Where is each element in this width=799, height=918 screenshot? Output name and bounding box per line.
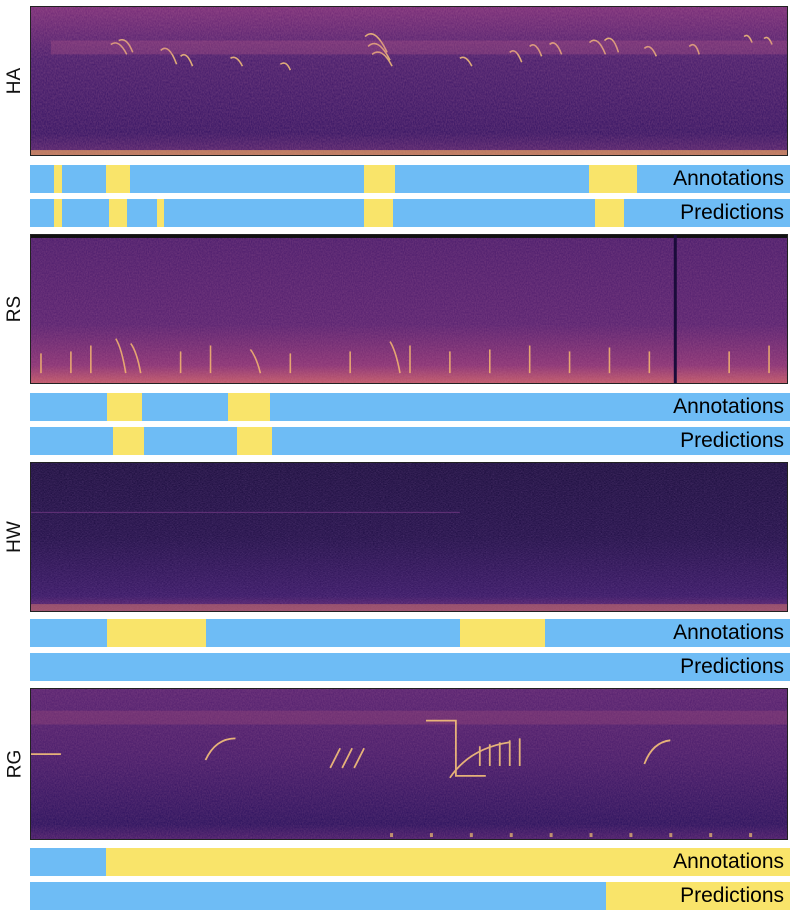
- annotations-bar: Annotations: [30, 619, 790, 647]
- event-segment: [460, 619, 546, 647]
- predictions-bar: Predictions: [30, 427, 790, 455]
- annotations-label: Annotations: [673, 850, 784, 873]
- spectrogram: [30, 688, 788, 840]
- predictions-bar: Predictions: [30, 653, 790, 681]
- annotations-label: Annotations: [673, 395, 784, 418]
- spectrogram-image: [31, 689, 787, 839]
- event-segment: [112, 427, 144, 455]
- spectrogram: [30, 6, 788, 156]
- predictions-bar: Predictions: [30, 199, 790, 227]
- event-segment: [363, 199, 394, 227]
- predictions-label: Predictions: [680, 655, 784, 678]
- spectrogram: [30, 462, 788, 612]
- event-segment: [109, 199, 128, 227]
- event-segment: [237, 427, 272, 455]
- event-segment: [53, 165, 62, 193]
- annotations-bar: Annotations: [30, 165, 790, 193]
- annotations-bar: Annotations: [30, 393, 790, 421]
- spectrogram-image: [31, 7, 787, 155]
- annotations-label: Annotations: [673, 167, 784, 190]
- panel-ha: HA: [0, 0, 799, 230]
- event-segment: [589, 165, 638, 193]
- annotations-bar: Annotations: [30, 848, 790, 876]
- event-segment: [228, 393, 271, 421]
- event-segment: [106, 393, 143, 421]
- predictions-bar: Predictions: [30, 882, 790, 910]
- spectrogram-image: [31, 235, 787, 383]
- event-segment: [106, 619, 207, 647]
- panel-label: RG: [4, 749, 25, 779]
- event-segment: [606, 882, 790, 910]
- spectrogram-image: [31, 463, 787, 611]
- event-segment: [106, 165, 131, 193]
- event-segment: [106, 848, 790, 876]
- event-segment: [156, 199, 164, 227]
- predictions-label: Predictions: [680, 201, 784, 224]
- event-segment: [363, 165, 395, 193]
- panel-hw: HW Annotations: [4, 462, 790, 681]
- spectrogram: [30, 234, 788, 384]
- panel-rs: RS: [4, 234, 790, 455]
- event-segment: [53, 199, 62, 227]
- annotations-label: Annotations: [673, 621, 784, 644]
- y-label: RG: [0, 688, 30, 840]
- predictions-label: Predictions: [680, 884, 784, 907]
- predictions-label: Predictions: [680, 429, 784, 452]
- event-segment: [594, 199, 625, 227]
